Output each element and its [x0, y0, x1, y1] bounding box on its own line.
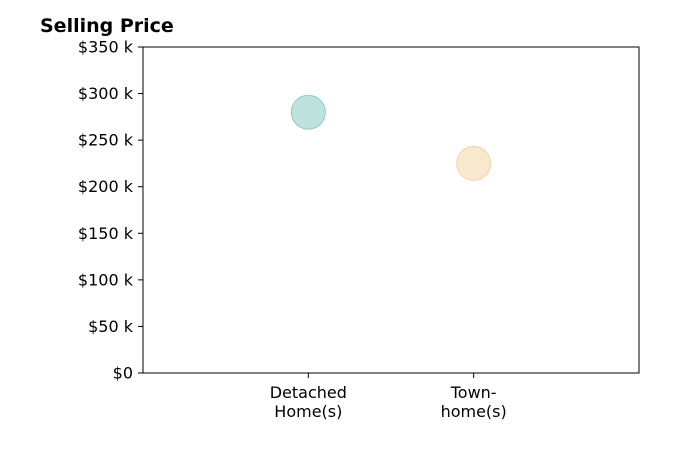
data-point	[456, 145, 492, 181]
y-tick-label: $50 k	[88, 317, 134, 336]
y-axis: $0 $50 k $100 k $150 k $200 k $250 k $300 k $35…	[78, 38, 143, 383]
x-tick-label: Town-home(s)	[441, 383, 507, 421]
y-tick-label: $300 k	[78, 84, 134, 103]
x-axis: Detached Home(s) Town-home(s)	[270, 373, 507, 421]
y-tick-label: $250 k	[78, 131, 134, 150]
y-tick-label: $100 k	[78, 270, 134, 289]
data-point	[290, 94, 326, 130]
x-tick-label: Detached Home(s)	[270, 383, 347, 421]
plot-frame	[142, 46, 640, 374]
y-tick-label: $150 k	[78, 224, 134, 243]
y-tick-label: $200 k	[78, 177, 134, 196]
data-points	[290, 94, 492, 181]
chart-title: Selling Price	[40, 15, 174, 37]
y-tick-label: $350 k	[78, 38, 134, 57]
y-tick-label: $0	[113, 364, 133, 383]
